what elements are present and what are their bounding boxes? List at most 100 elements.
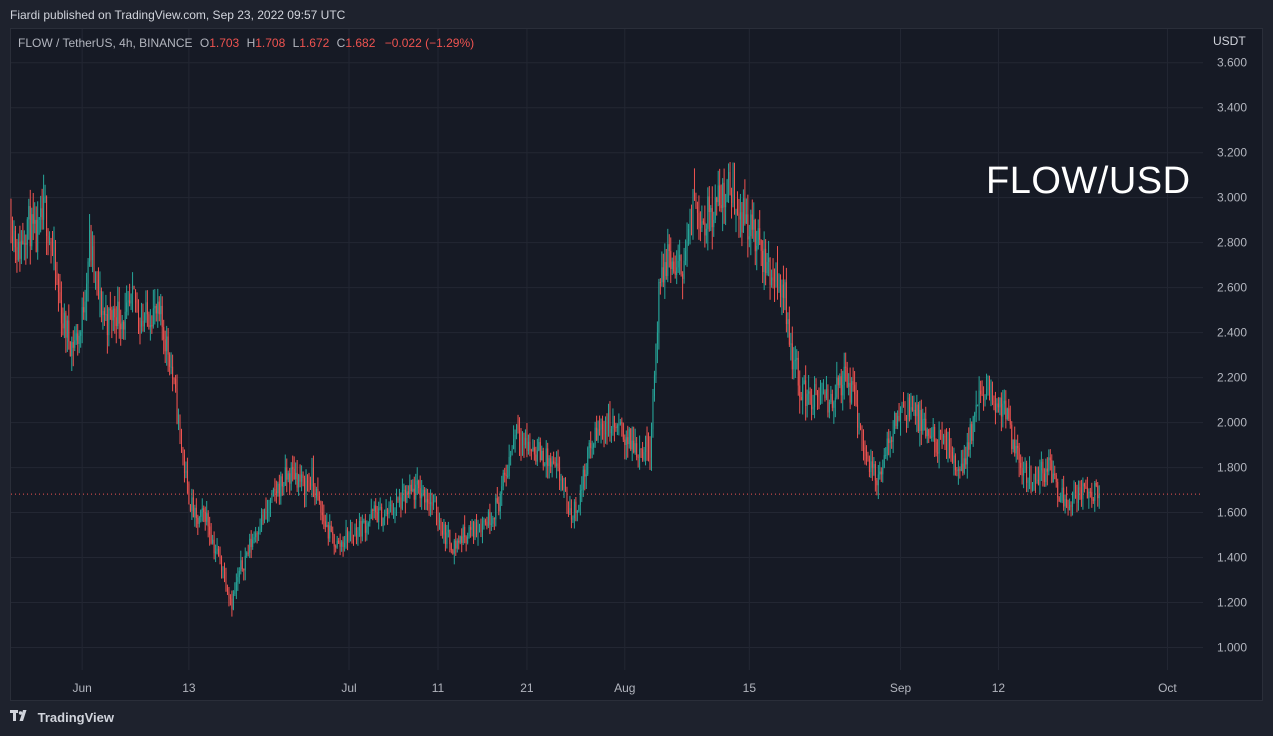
candle-body [189, 504, 191, 511]
candle-body [778, 274, 780, 291]
candle-body [87, 261, 89, 284]
x-tick-label: Jun [72, 681, 91, 695]
candle-body [874, 463, 876, 481]
candle-body [307, 480, 309, 483]
candle-body [221, 557, 223, 572]
candle-body [889, 440, 891, 443]
candle-body [139, 318, 141, 327]
candle-body [817, 390, 819, 397]
candle-body [234, 591, 236, 594]
candle-body [289, 473, 291, 484]
candle-body [487, 511, 489, 527]
candle-body [92, 246, 94, 261]
candle-body [302, 474, 304, 479]
candle-body [587, 447, 589, 475]
candle-body [683, 260, 685, 279]
candle-body [1089, 491, 1091, 493]
candle-body [326, 524, 328, 527]
candle-body [201, 508, 203, 511]
candle-body [966, 442, 968, 465]
candle-body [779, 274, 781, 298]
candle-body [811, 404, 813, 410]
candle-body [943, 435, 945, 444]
candle-body [416, 480, 418, 485]
candle-body [527, 441, 529, 451]
candle-body [167, 336, 169, 355]
candle-body [607, 412, 609, 432]
candle-body [244, 555, 246, 571]
candle-body [738, 214, 740, 220]
footer-brand[interactable]: TradingView [10, 709, 114, 729]
candle-body [937, 452, 939, 454]
candle-body [146, 302, 148, 315]
candle-body [882, 467, 884, 475]
candle-body [112, 308, 114, 321]
candle-body [286, 467, 288, 480]
candle-body [911, 407, 913, 411]
y-tick-label: 3.400 [1217, 101, 1247, 115]
y-tick-label: 3.000 [1217, 191, 1247, 205]
candle-body [86, 283, 88, 302]
candle-body [123, 321, 125, 330]
candle-body [793, 361, 795, 370]
x-tick-label: Jul [341, 681, 356, 695]
candle-body [960, 463, 962, 471]
candle-body [843, 366, 845, 385]
candle-body [358, 520, 360, 531]
candle-body [968, 442, 970, 450]
candle-body [173, 378, 175, 380]
candle-body [275, 491, 277, 494]
candle-body [308, 482, 310, 484]
candle-body [630, 428, 632, 450]
candle-body [702, 221, 704, 223]
candle-body [1015, 445, 1017, 454]
candle-body [483, 520, 485, 524]
candle-body [978, 390, 980, 405]
candle-body [52, 250, 54, 254]
candle-body [29, 206, 31, 247]
candle-body [573, 501, 575, 519]
candle-body [431, 502, 433, 506]
candle-body [31, 214, 33, 247]
candle-body [256, 533, 258, 535]
candle-body [858, 426, 860, 428]
candle-body [646, 435, 648, 447]
candle-body [391, 504, 393, 513]
candle-body [655, 343, 657, 376]
candle-body [336, 540, 338, 548]
candle-body [971, 424, 973, 441]
candle-body [238, 571, 240, 578]
candle-body [1073, 493, 1075, 502]
candle-body [708, 196, 710, 213]
candle-body [986, 388, 988, 400]
candle-body [462, 526, 464, 543]
candle-body [750, 214, 752, 237]
candle-body [524, 437, 526, 445]
price-axis: 1.000 1.200 1.400 1.600 1.800 2.000 2.200 2.400… [1217, 56, 1247, 655]
candle-body [868, 458, 870, 472]
candle-body [32, 214, 34, 224]
candle-body [948, 438, 950, 450]
candle-body [117, 301, 119, 327]
candle-body [539, 442, 541, 461]
candle-body [977, 404, 979, 406]
candle-body [1009, 418, 1011, 425]
candle-body [249, 538, 251, 553]
candle-body [486, 521, 488, 527]
candle-body [839, 376, 841, 386]
candle-body [268, 509, 270, 511]
candle-body [400, 497, 402, 509]
candle-body [455, 540, 457, 549]
candle-body [375, 505, 377, 513]
candle-body [320, 501, 322, 513]
candle-body [766, 262, 768, 274]
chart-panel[interactable] [10, 28, 1263, 701]
candle-body [89, 230, 91, 262]
candle-body [947, 438, 949, 450]
candle-body [456, 540, 458, 549]
candle-body [954, 455, 956, 471]
candle-body [11, 236, 13, 242]
candle-body [373, 505, 375, 511]
candle-body [870, 461, 872, 472]
